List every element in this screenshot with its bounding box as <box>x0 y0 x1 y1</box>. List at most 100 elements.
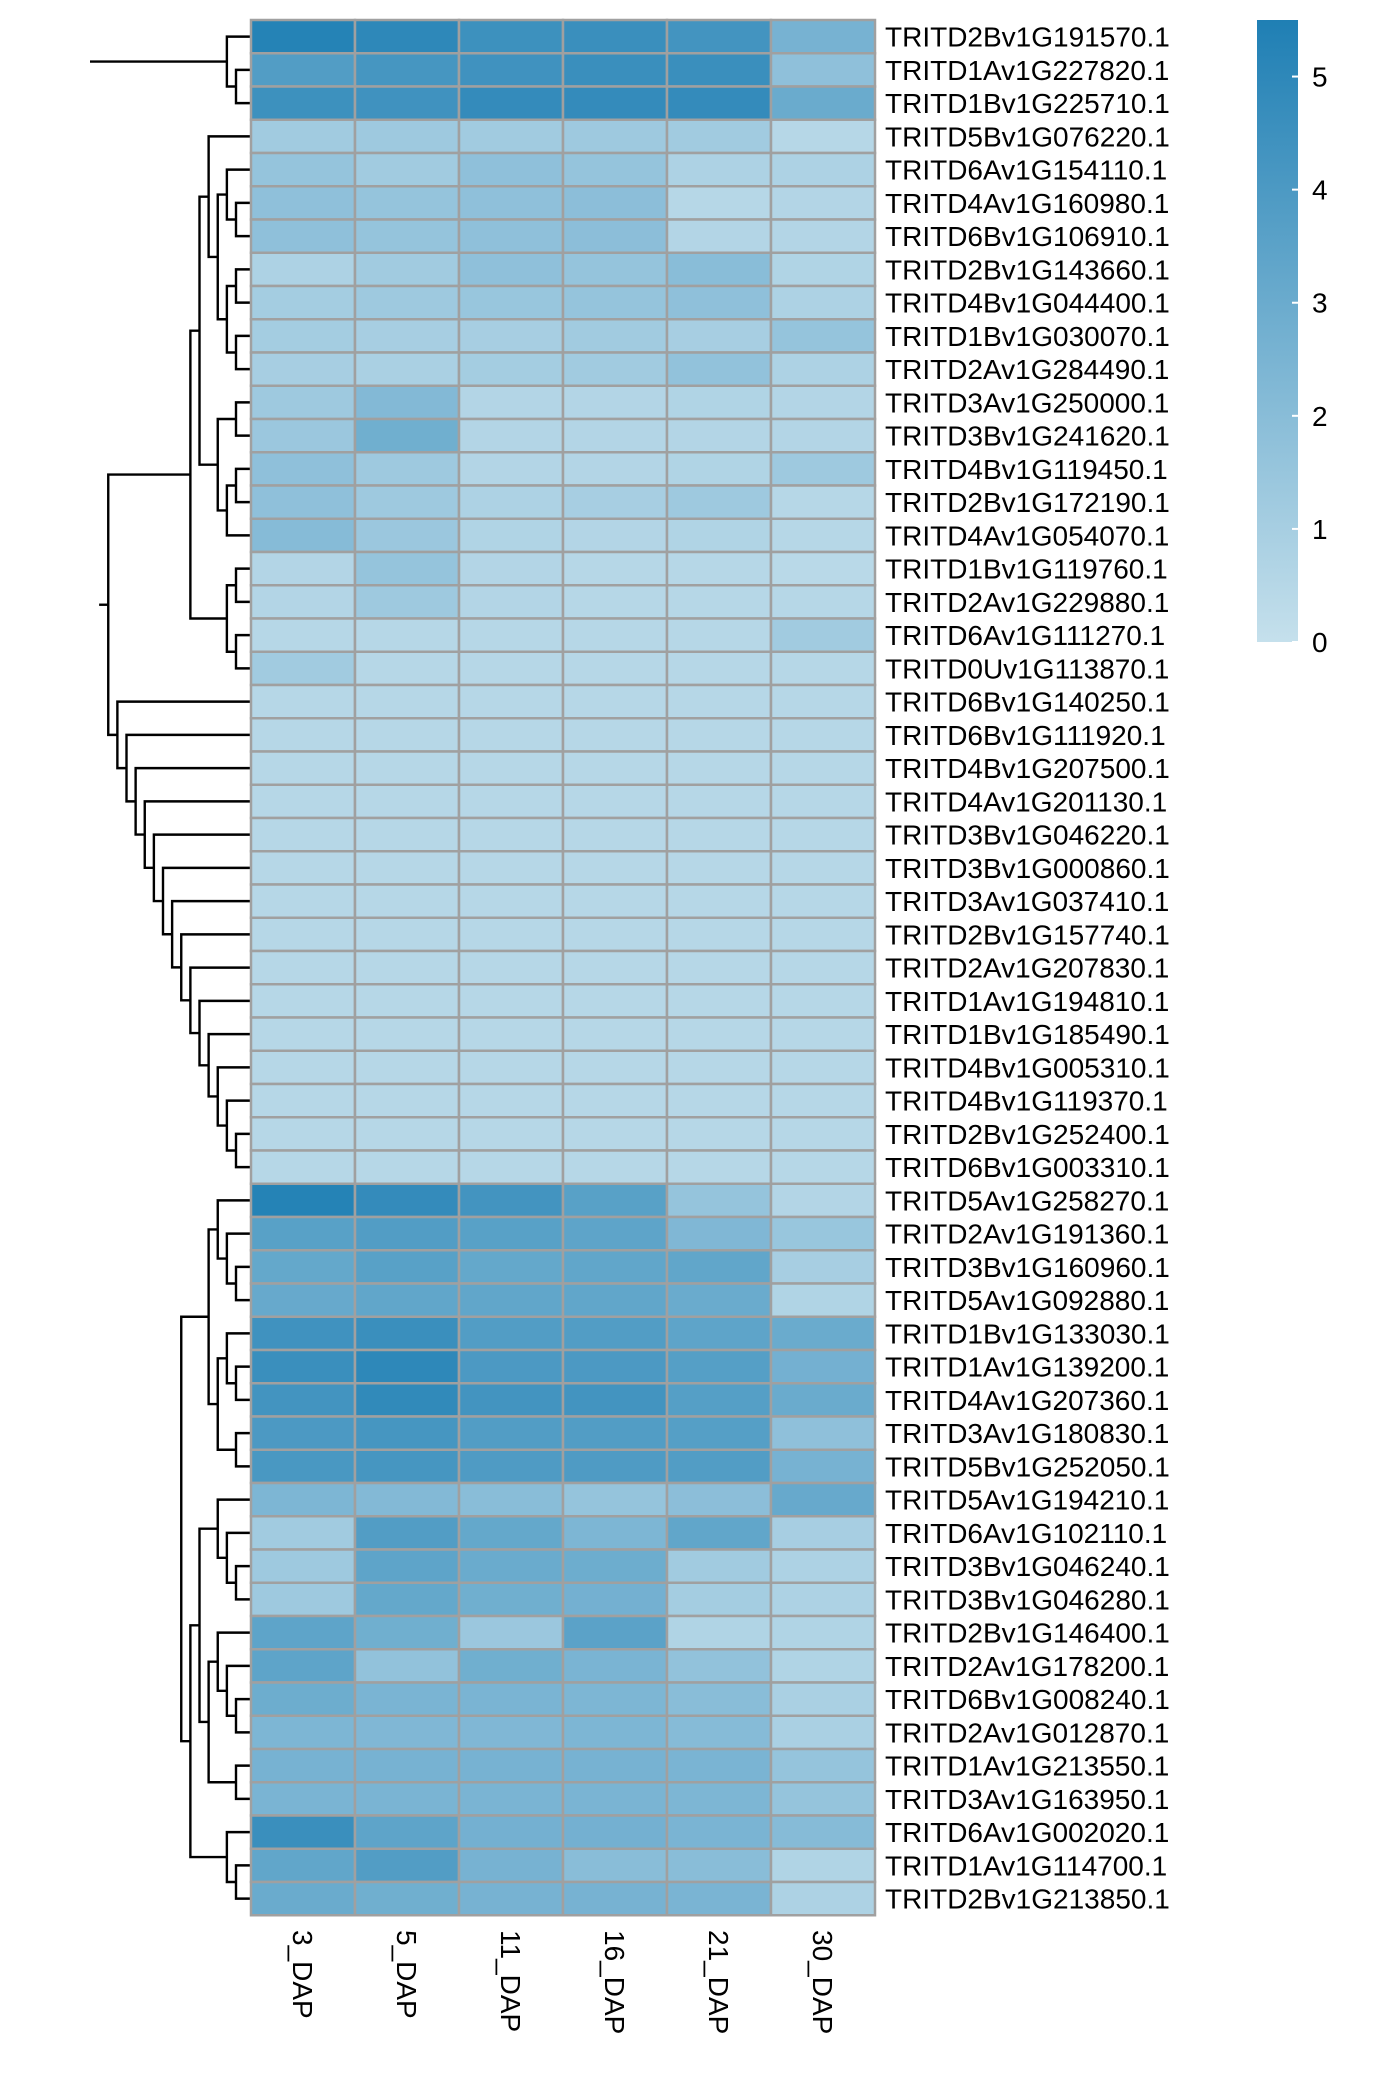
heatmap-cell <box>769 783 877 820</box>
heatmap-cell <box>353 218 461 254</box>
heatmap-cell <box>457 1681 565 1717</box>
row-label: TRITD4Bv1G044400.1 <box>885 288 1170 319</box>
heatmap-cell <box>353 1415 461 1451</box>
heatmap-cell <box>457 1215 565 1252</box>
heatmap-cell <box>353 1814 461 1850</box>
heatmap-cell <box>353 550 461 587</box>
heatmap-cell <box>249 185 357 221</box>
dendrogram-branch <box>225 484 251 537</box>
heatmap-cell <box>665 1847 773 1884</box>
heatmap-cell <box>457 384 565 421</box>
heatmap-cell <box>457 1182 565 1219</box>
heatmap-cell <box>457 1648 565 1684</box>
heatmap-cell <box>769 1016 877 1052</box>
heatmap-cell <box>249 517 357 554</box>
heatmap-cell <box>249 1714 357 1751</box>
heatmap-cell <box>665 1681 773 1717</box>
heatmap-cell <box>665 584 773 620</box>
heatmap-cell <box>353 1548 461 1584</box>
heatmap-cell <box>665 417 773 454</box>
heatmap-cell <box>561 1215 669 1252</box>
heatmap-cell <box>353 1215 461 1252</box>
heatmap-cell <box>561 1847 669 1884</box>
row-label: TRITD4Av1G201130.1 <box>885 786 1167 817</box>
heatmap-cell <box>457 650 565 687</box>
dendrogram-branch <box>234 334 251 371</box>
dendrogram-branch <box>225 284 236 354</box>
heatmap-cell <box>561 1249 669 1285</box>
heatmap-cell <box>353 52 461 88</box>
heatmap-cell <box>249 1249 357 1285</box>
heatmap-cell <box>249 1016 357 1052</box>
heatmap-cell <box>353 1747 461 1784</box>
heatmap-cell <box>353 1182 461 1219</box>
heatmap-cell <box>665 683 773 720</box>
heatmap-cell <box>457 284 565 321</box>
heatmap-cell <box>457 185 565 221</box>
heatmap-cell <box>561 1116 669 1152</box>
heatmap-cell <box>353 1016 461 1052</box>
row-label: TRITD3Bv1G046280.1 <box>885 1584 1170 1615</box>
heatmap-cell <box>665 1348 773 1385</box>
heatmap-cell <box>769 1415 877 1451</box>
heatmap-cell <box>353 351 461 387</box>
heatmap-cell <box>249 1315 357 1352</box>
heatmap-cell <box>561 916 669 953</box>
heatmap-cell <box>561 284 669 321</box>
row-label: TRITD6Bv1G003310.1 <box>885 1152 1170 1183</box>
row-label: TRITD2Bv1G143660.1 <box>885 254 1170 285</box>
dendrogram-branch <box>234 1864 251 1900</box>
row-label: TRITD5Bv1G252050.1 <box>885 1451 1170 1482</box>
heatmap-cell <box>665 52 773 88</box>
row-label: TRITD4Bv1G119450.1 <box>885 454 1168 485</box>
heatmap-cell <box>769 517 877 554</box>
heatmap-cell <box>665 883 773 919</box>
row-label: TRITD1Bv1G030070.1 <box>885 321 1170 352</box>
heatmap-cell <box>665 1282 773 1318</box>
heatmap-cell <box>561 318 669 354</box>
heatmap-cell <box>457 1847 565 1884</box>
dendrogram-branch <box>234 401 251 437</box>
heatmap-cell <box>457 1448 565 1485</box>
heatmap-cell <box>769 650 877 687</box>
heatmap-cell <box>665 218 773 254</box>
heatmap-cell <box>353 750 461 786</box>
heatmap-cell <box>249 584 357 620</box>
heatmap-cell <box>249 1515 357 1551</box>
dendrogram-branch <box>107 473 191 737</box>
heatmap-cell <box>769 1082 877 1119</box>
dendrogram-branch <box>216 1066 251 1127</box>
dendrogram-branch <box>225 1830 251 1884</box>
heatmap-cell <box>457 218 565 254</box>
heatmap-cell <box>457 1315 565 1352</box>
heatmap-cell <box>769 1747 877 1784</box>
heatmap-cell <box>457 850 565 886</box>
heatmap-cell <box>249 916 357 953</box>
heatmap-cell <box>249 284 357 321</box>
dendrogram-branch <box>216 1631 251 1693</box>
heatmap-cell <box>561 52 669 88</box>
dendrogram-branch <box>234 567 251 604</box>
heatmap-cell <box>769 85 877 121</box>
heatmap-cell <box>249 351 357 387</box>
heatmap-cell <box>665 1814 773 1850</box>
heatmap-cell <box>769 185 877 221</box>
dendrogram-branch <box>234 467 251 504</box>
heatmap-cell <box>769 451 877 487</box>
heatmap-cell <box>249 1481 357 1518</box>
heatmap-cell <box>353 151 461 188</box>
heatmap-cell <box>769 550 877 587</box>
heatmap-cell <box>769 417 877 454</box>
dendrogram-branch <box>180 1315 209 1743</box>
heatmap-cell <box>561 650 669 687</box>
heatmap-cell <box>353 1515 461 1551</box>
heatmap-cell <box>561 717 669 753</box>
heatmap-cell <box>561 185 669 221</box>
heatmap-cell <box>457 251 565 288</box>
heatmap-cell <box>249 318 357 354</box>
heatmap-cell <box>561 617 669 653</box>
heatmap-cell <box>353 1348 461 1385</box>
heatmap-cell <box>249 1415 357 1451</box>
heatmap-cell <box>457 484 565 520</box>
heatmap-cell <box>561 816 669 853</box>
